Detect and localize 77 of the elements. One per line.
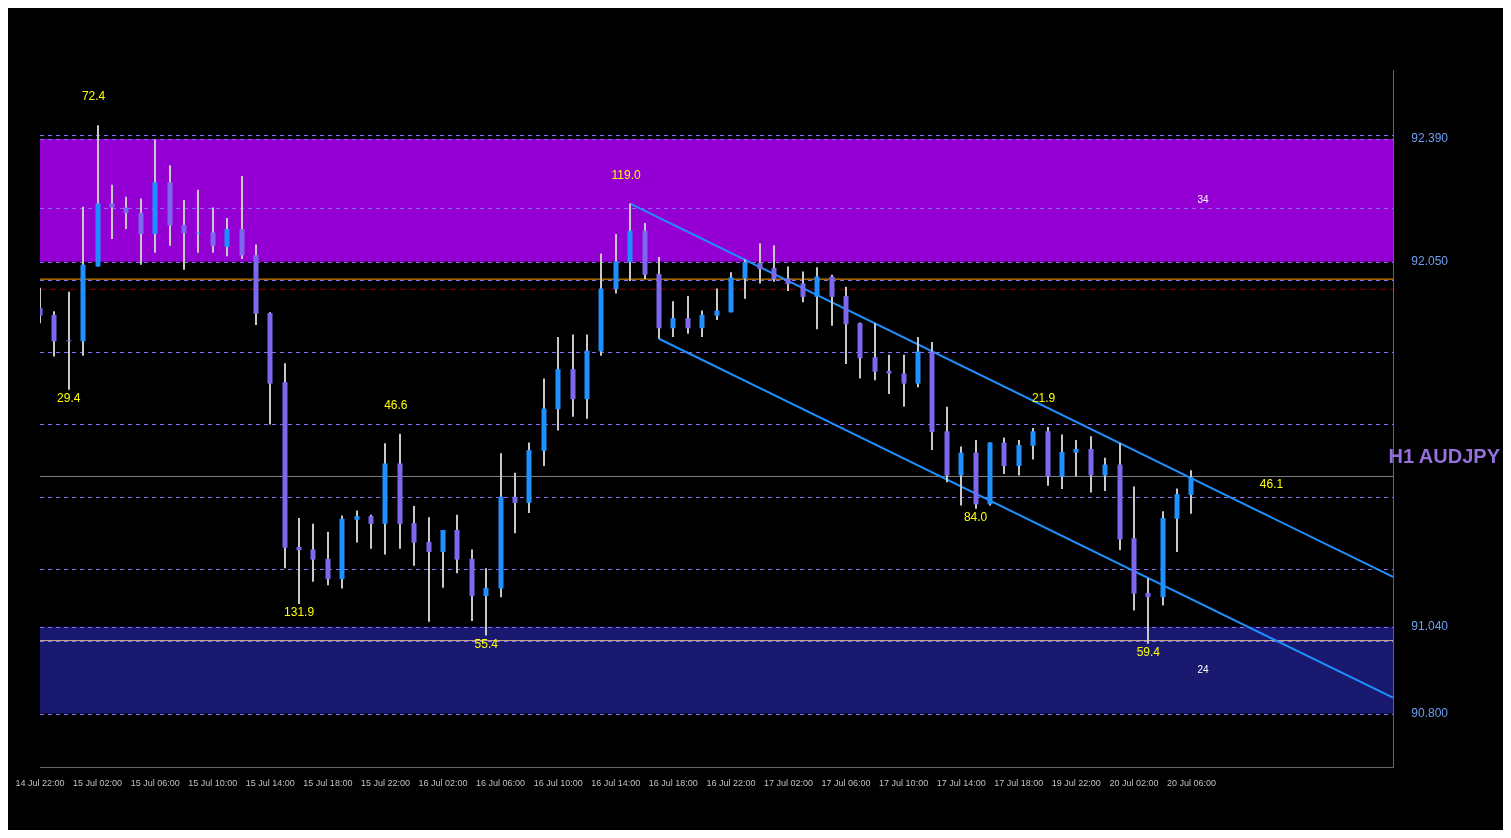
candlestick [310, 522, 316, 583]
x-tick-label: 16 Jul 14:00 [591, 777, 641, 788]
text: 72.4 [81, 89, 106, 104]
x-tick-label: 16 Jul 22:00 [706, 777, 756, 788]
candlestick [685, 295, 691, 335]
band-label: 34 [1197, 194, 1209, 206]
x-tick-label: 14 Jul 22:00 [15, 777, 65, 788]
x-tick-label: 16 Jul 02:00 [418, 777, 468, 788]
text: 131.9 [284, 605, 315, 620]
x-tick-label: 15 Jul 02:00 [73, 777, 123, 788]
text: 119.0 [611, 167, 641, 182]
candlestick [195, 188, 201, 254]
x-tick-label: 19 Jul 22:00 [1051, 777, 1101, 788]
candlestick [426, 516, 432, 623]
candlestick [368, 513, 374, 550]
candlestick [829, 273, 835, 327]
candlestick [66, 290, 72, 391]
candlestick [210, 206, 216, 254]
candlestick [512, 471, 518, 535]
candlestick [800, 270, 806, 304]
band-label: 24 [1197, 663, 1209, 675]
x-tick-label: 17 Jul 14:00 [936, 777, 986, 788]
x-tick-label: 16 Jul 18:00 [648, 777, 698, 788]
x-tick-label: 15 Jul 06:00 [130, 777, 180, 788]
candlestick [296, 517, 302, 606]
x-tick-label: 16 Jul 10:00 [533, 777, 583, 788]
candlestick [411, 505, 417, 567]
candlestick [1073, 438, 1079, 478]
candlestick [771, 244, 777, 283]
y-tick-label: 92.050 [1411, 254, 1449, 269]
text: 84.0 [963, 509, 988, 524]
y-tick-label: 90.800 [1411, 705, 1449, 720]
candlestick [109, 183, 115, 240]
x-tick-label: 17 Jul 18:00 [994, 777, 1044, 788]
x-tick-label: 15 Jul 18:00 [303, 777, 353, 788]
candlestick [1102, 456, 1108, 492]
y-tick-label: 91.040 [1411, 619, 1449, 634]
x-tick-label: 16 Jul 06:00 [476, 777, 526, 788]
candlestick [483, 567, 489, 637]
candlestick [1145, 577, 1151, 645]
candlestick [440, 528, 446, 589]
candlestick [1030, 427, 1036, 461]
text: 59.4 [1136, 645, 1160, 660]
candlestick [901, 353, 907, 408]
candlestick [325, 530, 331, 587]
candlestick [123, 195, 129, 230]
x-tick-label: 20 Jul 02:00 [1109, 777, 1159, 788]
candlestick [1188, 469, 1194, 515]
text: 46.6 [384, 398, 408, 413]
candlestick [872, 322, 878, 382]
candlestick [224, 217, 230, 258]
candlestick [785, 265, 791, 293]
candlestick [181, 198, 187, 271]
x-tick-label: 15 Jul 22:00 [360, 777, 410, 788]
candlestick [1016, 438, 1022, 477]
annotation: 46.1 [1259, 476, 1284, 491]
candlestick [814, 266, 820, 331]
candlestick [138, 197, 144, 266]
candlestick [1001, 436, 1007, 475]
candlestick [354, 509, 360, 544]
x-tick-label: 17 Jul 06:00 [821, 777, 871, 788]
candlestick [757, 242, 763, 285]
candlestick [670, 300, 676, 338]
y-tick-label: 92.390 [1411, 131, 1449, 146]
x-tick-label: 17 Jul 02:00 [763, 777, 813, 788]
x-tick-label: 17 Jul 10:00 [879, 777, 929, 788]
text: 55.4 [474, 636, 498, 651]
x-tick-label: 15 Jul 10:00 [188, 777, 238, 788]
x-tick-label: 20 Jul 06:00 [1166, 777, 1217, 788]
candlestick [742, 258, 748, 300]
candlestick [958, 445, 964, 507]
text: 21.9 [1031, 391, 1056, 406]
text: H1 AUDJPY [1388, 444, 1501, 467]
candlestick [699, 309, 705, 338]
text: 29.4 [57, 391, 81, 406]
candlestick [714, 287, 720, 321]
x-tick-label: 15 Jul 14:00 [245, 777, 295, 788]
